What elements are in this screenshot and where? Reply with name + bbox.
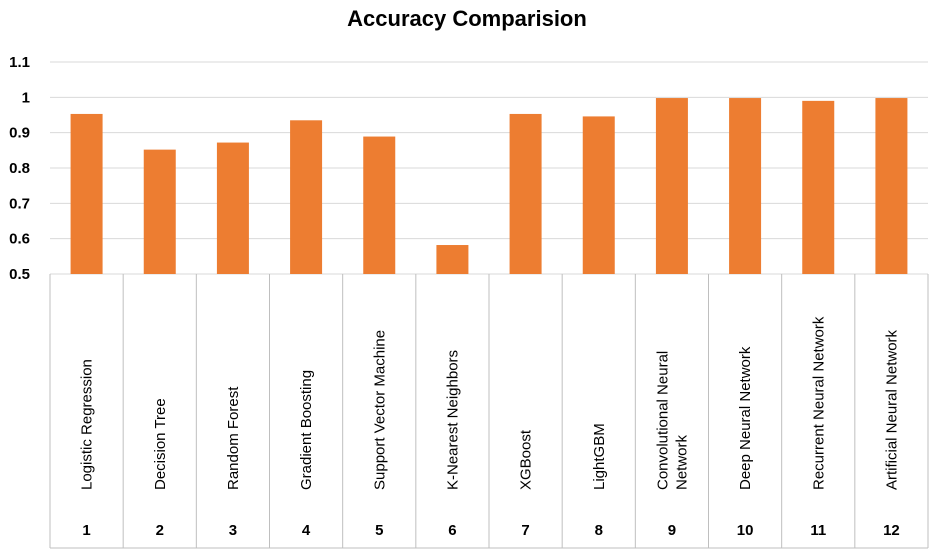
y-axis-tick-labels: 0.5 0.6 0.7 0.8 0.9 1 1.1 <box>9 54 30 283</box>
gridlines <box>50 61 928 275</box>
category-label: Network <box>673 434 690 490</box>
category-number: 6 <box>448 522 456 539</box>
category-number: 10 <box>737 522 754 539</box>
category-table: Logistic Regression 1 Decision Tree 2 Random… <box>49 274 929 549</box>
category-label: XGBoost <box>518 429 535 490</box>
bar <box>290 120 323 274</box>
category-label: K-Nearest Neighbors <box>444 350 461 490</box>
bar <box>582 116 615 274</box>
category-number: 9 <box>668 522 676 539</box>
bars <box>70 98 908 274</box>
y-tick-label: 0.6 <box>9 231 30 248</box>
category-label: Decision Tree <box>152 398 169 490</box>
bar <box>802 100 835 274</box>
y-tick-label: 0.7 <box>9 195 30 212</box>
category-number: 8 <box>595 522 603 539</box>
bar <box>363 136 396 274</box>
category-label: Convolutional Neural <box>654 351 671 490</box>
bar <box>143 149 176 274</box>
category-label: Support Vector Machine <box>371 330 388 490</box>
category-label: Deep Neural Network <box>737 346 754 490</box>
bar <box>509 113 542 274</box>
category-label: Random Forest <box>225 386 242 490</box>
category-number: 12 <box>883 522 900 539</box>
bar <box>729 98 762 274</box>
bar <box>875 98 908 274</box>
y-tick-label: 1 <box>22 89 30 106</box>
category-number: 5 <box>375 522 383 539</box>
category-label: Artificial Neural Network <box>883 329 900 490</box>
category-number: 4 <box>302 522 311 539</box>
category-number: 3 <box>229 522 237 539</box>
category-number: 11 <box>810 522 826 539</box>
category-label: Recurrent Neural Network <box>810 316 827 490</box>
y-tick-label: 0.8 <box>9 160 30 177</box>
category-number: 1 <box>82 522 90 539</box>
bar <box>216 142 249 274</box>
y-tick-label: 1.1 <box>9 54 30 71</box>
category-label: Gradient Boosting <box>298 370 315 490</box>
bar <box>436 245 469 274</box>
chart-title: Accuracy Comparision <box>347 6 587 31</box>
category-label: Logistic Regression <box>79 359 96 490</box>
category-number: 2 <box>156 522 164 539</box>
y-tick-label: 0.9 <box>9 125 30 142</box>
category-label: LightGBM <box>591 423 608 490</box>
bar <box>655 98 688 274</box>
bar <box>70 113 103 274</box>
y-tick-label: 0.5 <box>9 266 30 283</box>
category-number: 7 <box>521 522 529 539</box>
